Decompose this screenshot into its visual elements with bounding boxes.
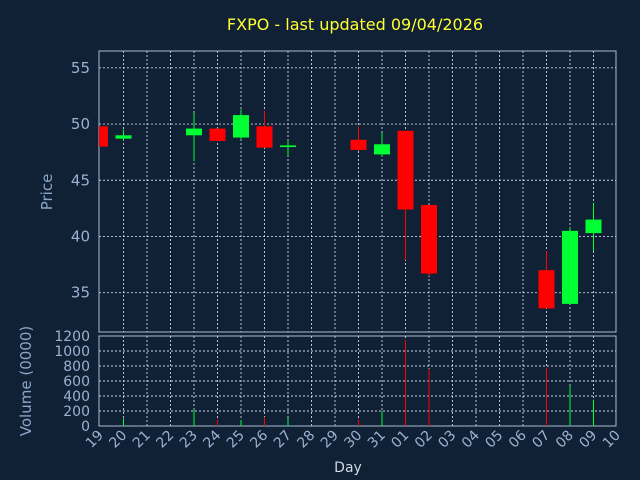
x-tick-label: 20 — [106, 428, 130, 452]
x-tick-label: 21 — [130, 428, 154, 452]
candle-body — [115, 135, 132, 139]
candle-body — [562, 230, 578, 304]
x-tick-label: 29 — [318, 428, 342, 452]
x-tick-label: 26 — [247, 427, 271, 451]
x-tick-label: 22 — [153, 428, 177, 452]
x-tick-label: 28 — [294, 428, 318, 452]
price-tick-label: 40 — [71, 227, 90, 245]
volume-tick-label: 800 — [63, 359, 90, 375]
volume-tick-label: 0 — [81, 419, 90, 435]
x-tick-label: 01 — [388, 428, 412, 452]
price-tick-label: 45 — [71, 171, 90, 189]
x-tick-label: 07 — [529, 428, 553, 452]
volume-axis-label: Volume (0000) — [17, 326, 35, 436]
x-tick-label: 31 — [365, 428, 389, 452]
x-tick-label: 27 — [271, 428, 295, 452]
candle-body — [99, 126, 108, 147]
volume-tick-label: 1000 — [54, 344, 90, 360]
x-tick-label: 10 — [600, 428, 624, 452]
price-tick-label: 55 — [71, 59, 90, 77]
x-tick-label: 30 — [341, 428, 365, 452]
candle-body — [209, 128, 226, 141]
volume-tick-label: 200 — [63, 404, 90, 420]
volume-tick-label: 600 — [63, 374, 90, 390]
volume-tick-label: 400 — [63, 389, 90, 405]
candle-body — [186, 128, 202, 136]
candle-body — [585, 219, 602, 234]
x-tick-label: 02 — [412, 428, 436, 452]
x-tick-label: 08 — [553, 428, 577, 452]
candle-body — [233, 115, 249, 138]
chart-title: FXPO - last updated 09/04/2026 — [227, 15, 483, 34]
candle-body — [421, 204, 437, 274]
price-panel — [98, 50, 617, 333]
candle-body — [397, 130, 414, 210]
x-tick-label: 03 — [435, 428, 459, 452]
volume-tick-label: 1200 — [54, 329, 90, 345]
x-tick-label: 25 — [224, 428, 248, 452]
x-tick-label: 23 — [177, 428, 201, 452]
candle-body — [374, 144, 390, 155]
candle-body — [538, 270, 555, 309]
x-axis-label: Day — [334, 460, 362, 476]
x-tick-label: 09 — [576, 428, 600, 452]
candle-body — [256, 126, 273, 148]
x-tick-label: 05 — [482, 428, 506, 452]
x-tick-label: 06 — [506, 427, 530, 451]
price-tick-label: 50 — [71, 115, 90, 133]
price-axis-label: Price — [38, 174, 56, 211]
candle-body — [280, 145, 296, 148]
x-tick-label: 24 — [200, 427, 224, 451]
price-tick-label: 35 — [71, 284, 90, 302]
candle-body — [350, 139, 367, 150]
x-tick-label: 04 — [459, 427, 483, 451]
volume-panel — [98, 335, 617, 427]
